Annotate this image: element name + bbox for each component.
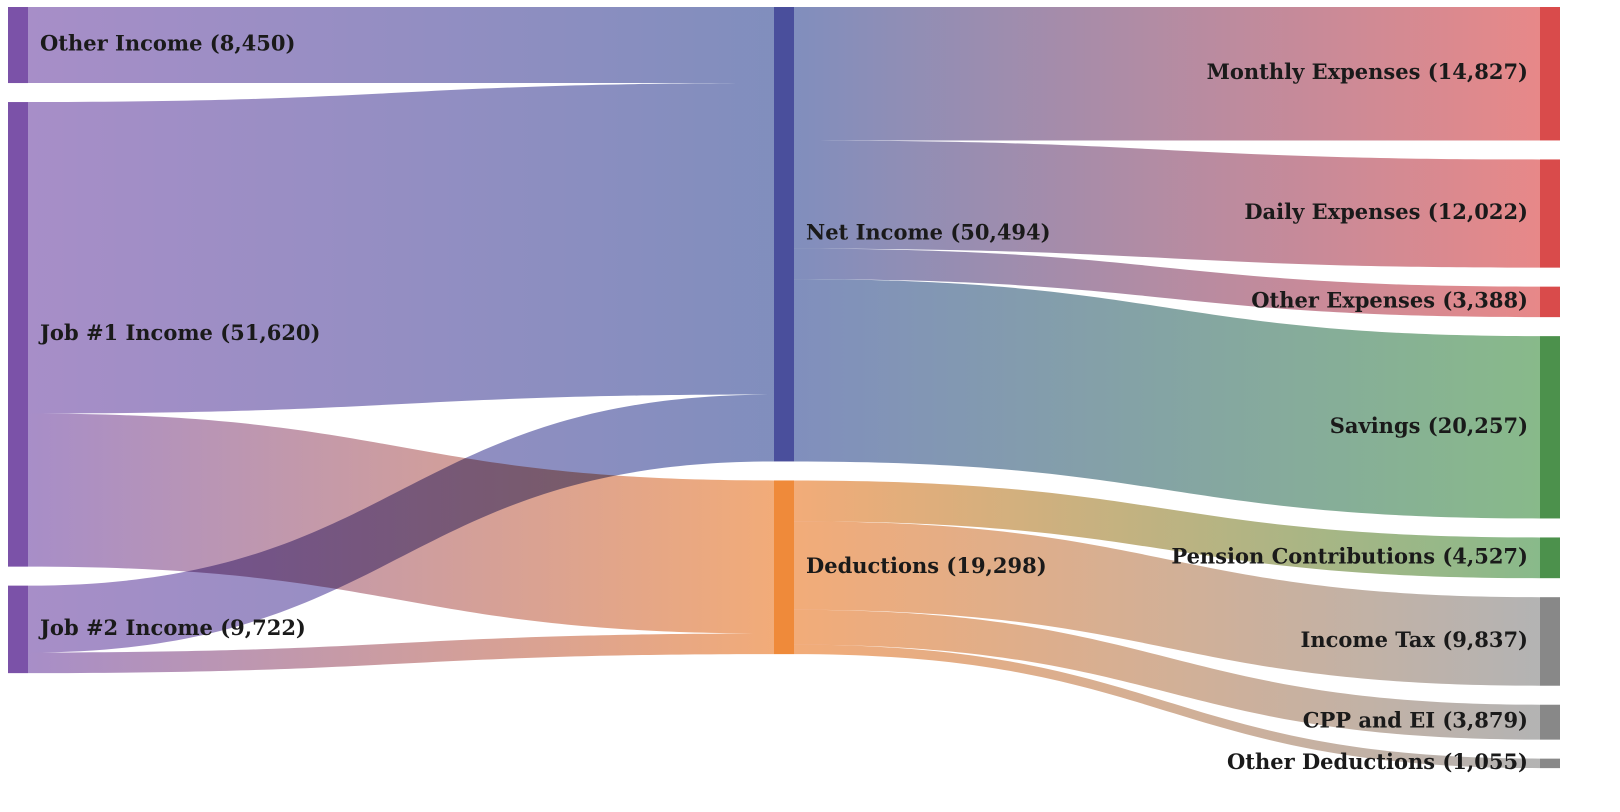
node-savings: [1540, 336, 1560, 519]
link-deductions-to-income_tax: [794, 521, 1540, 686]
node-label-monthly: Monthly Expenses (14,827): [1207, 59, 1528, 84]
node-label-savings: Savings (20,257): [1330, 413, 1528, 438]
link-job1-to-net: [28, 83, 774, 414]
node-cpp_ei: [1540, 704, 1560, 740]
node-label-deductions: Deductions (19,298): [806, 553, 1047, 578]
node-label-other_exp: Other Expenses (3,388): [1251, 287, 1528, 312]
link-net-to-daily: [794, 140, 1540, 268]
node-monthly: [1540, 7, 1560, 141]
node-label-income_tax: Income Tax (9,837): [1301, 627, 1528, 652]
node-label-job2: Job #2 Income (9,722): [38, 615, 306, 640]
link-net-to-monthly: [794, 7, 1540, 141]
node-label-net: Net Income (50,494): [806, 220, 1051, 245]
node-label-cpp_ei: CPP and EI (3,879): [1303, 708, 1528, 733]
node-other_income: [8, 7, 28, 84]
node-label-pension: Pension Contributions (4,527): [1171, 543, 1528, 568]
labels-layer: Other Income (8,450) Job #1 Income (51,62…: [38, 31, 1528, 774]
node-label-other_ded: Other Deductions (1,055): [1227, 749, 1528, 774]
link-other_income-to-net: [28, 7, 774, 84]
node-job1: [8, 102, 28, 567]
node-daily: [1540, 159, 1560, 268]
node-label-daily: Daily Expenses (12,022): [1244, 199, 1528, 224]
node-label-other_income: Other Income (8,450): [40, 31, 295, 56]
link-job2-to-deductions: [28, 633, 774, 674]
nodes-layer: [8, 7, 1560, 769]
link-job2-to-net: [28, 394, 774, 653]
link-net-to-savings: [794, 279, 1540, 519]
node-pension: [1540, 537, 1560, 579]
node-other_exp: [1540, 286, 1560, 318]
node-income_tax: [1540, 597, 1560, 686]
link-deductions-to-cpp_ei: [794, 609, 1540, 740]
links-layer: [28, 7, 1540, 769]
node-other_ded: [1540, 758, 1560, 769]
link-net-to-other_exp: [794, 248, 1540, 318]
node-job2: [8, 585, 28, 674]
link-deductions-to-pension: [794, 480, 1540, 579]
node-net: [774, 7, 794, 462]
node-deductions: [774, 480, 794, 655]
link-deductions-to-other_ded: [794, 644, 1540, 769]
node-label-job1: Job #1 Income (51,620): [38, 320, 320, 345]
